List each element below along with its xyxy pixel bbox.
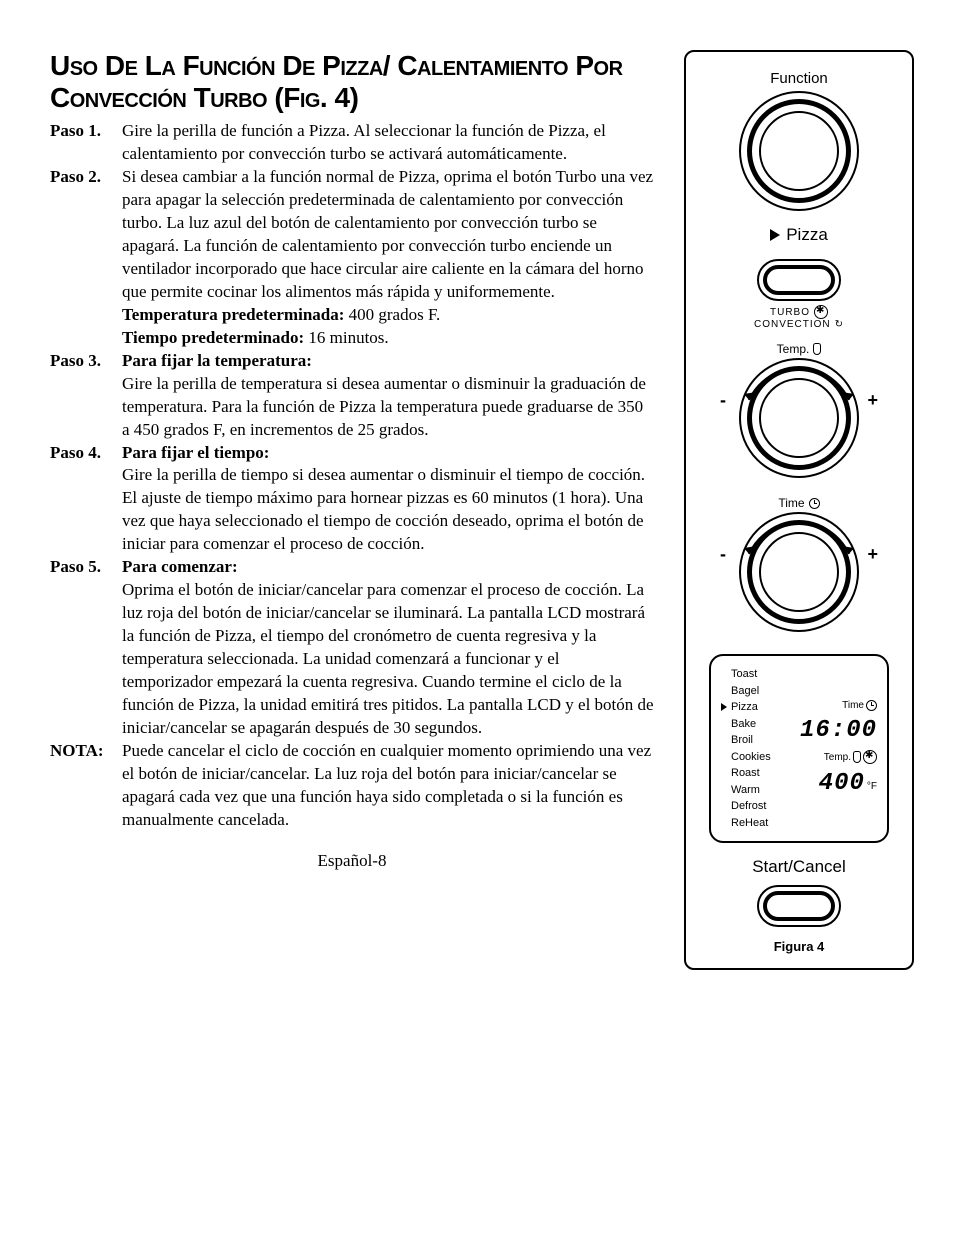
lcd-temp-value: 400 [819,770,865,797]
function-label: Function [770,70,828,87]
lcd-display: ToastBagelPizzaBakeBroilCookiesRoastWarm… [709,654,889,843]
step-row: Paso 3.Para fijar la temperatura:Gire la… [50,350,654,442]
pizza-indicator: Pizza [770,225,828,245]
turbo-button[interactable] [757,259,841,301]
lcd-time-label: Time [842,700,864,711]
step-body: Para comenzar:Oprima el botón de iniciar… [122,556,654,740]
thermometer-icon [853,751,861,763]
lcd-temp-label: Temp. [824,752,851,763]
step-label: Paso 5. [50,556,122,740]
lcd-mode-item: Cookies [721,749,771,766]
step-body: Para fijar la temperatura:Gire la perill… [122,350,654,442]
fan-icon [863,750,877,764]
time-knob[interactable] [739,512,859,632]
temp-minus: - [720,390,726,411]
start-cancel-button[interactable] [757,885,841,927]
lcd-temp-unit: °F [867,781,877,792]
turbo-label: TURBO CONVECTION ↻ [754,305,844,330]
arrow-icon: ↻ [835,319,844,330]
turbo-text-top: TURBO [770,307,810,318]
control-panel: Function Pizza TURBO CONVECTION ↻ T [684,50,914,970]
instruction-column: Uso De La Función De Pizza/ Calentamient… [50,50,664,1195]
step-label: Paso 3. [50,350,122,442]
step-label: Paso 1. [50,120,122,166]
figure-caption: Figura 4 [774,939,825,954]
lcd-mode-item: Defrost [721,798,771,815]
step-label: Paso 4. [50,442,122,557]
lcd-mode-item: Pizza [721,699,771,716]
time-label: Time [778,496,804,510]
temp-label: Temp. [777,342,810,356]
fan-icon [814,305,828,319]
lcd-mode-item: Broil [721,732,771,749]
step-label: NOTA: [50,740,122,832]
pizza-label: Pizza [786,225,828,245]
page-title: Uso De La Función De Pizza/ Calentamient… [50,50,654,114]
triangle-icon [770,229,780,241]
lcd-mode-item: Toast [721,666,771,683]
lcd-mode-item: ReHeat [721,815,771,832]
step-body: Para fijar el tiempo:Gire la perilla de … [122,442,654,557]
lcd-mode-list: ToastBagelPizzaBakeBroilCookiesRoastWarm… [721,666,771,831]
function-knob[interactable] [739,91,859,211]
step-row: Paso 4.Para fijar el tiempo:Gire la peri… [50,442,654,557]
lcd-mode-item: Warm [721,782,771,799]
step-row: Paso 1.Gire la perilla de función a Pizz… [50,120,654,166]
temp-knob-group: Temp. - + [724,342,874,486]
control-panel-figure: Function Pizza TURBO CONVECTION ↻ T [684,50,914,1195]
temp-knob[interactable] [739,358,859,478]
clock-icon [809,498,820,509]
step-row: Paso 2.Si desea cambiar a la función nor… [50,166,654,350]
step-body: Si desea cambiar a la función normal de … [122,166,654,350]
time-minus: - [720,544,726,565]
start-cancel-label: Start/Cancel [752,857,846,877]
time-plus: + [867,544,878,565]
lcd-mode-item: Bake [721,716,771,733]
steps-list: Paso 1.Gire la perilla de función a Pizz… [50,120,654,831]
step-row: NOTA:Puede cancelar el ciclo de cocción … [50,740,654,832]
lcd-readout: Time 16:00 Temp. 400 °F [779,666,877,831]
lcd-time-value: 16:00 [800,717,877,744]
page-footer: Español-8 [50,851,654,871]
step-row: Paso 5.Para comenzar:Oprima el botón de … [50,556,654,740]
step-body: Gire la perilla de función a Pizza. Al s… [122,120,654,166]
triangle-icon [721,703,727,711]
thermometer-icon [813,343,821,355]
step-label: Paso 2. [50,166,122,350]
lcd-mode-item: Bagel [721,683,771,700]
clock-icon [866,700,877,711]
step-body: Puede cancelar el ciclo de cocción en cu… [122,740,654,832]
lcd-mode-item: Roast [721,765,771,782]
turbo-text-bottom: CONVECTION [754,319,831,330]
temp-plus: + [867,390,878,411]
time-knob-group: Time - + [724,496,874,640]
